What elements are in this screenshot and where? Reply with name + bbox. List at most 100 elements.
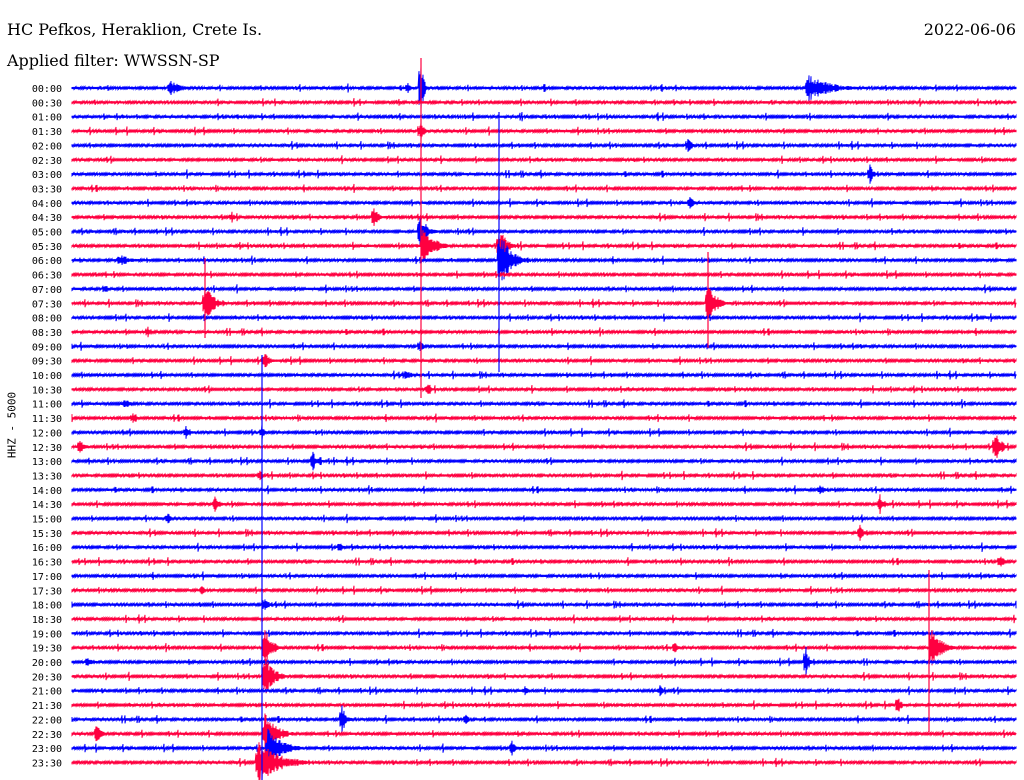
seismic-trace: [71, 398, 1017, 409]
seismic-trace: [71, 312, 1017, 323]
seismic-trace: [71, 698, 1017, 712]
seismic-trace: [71, 599, 1017, 610]
row-time-label: 00:00: [32, 84, 62, 95]
row-time-label: 19:00: [32, 629, 62, 640]
seismic-trace: [71, 218, 1017, 245]
seismic-trace: [71, 646, 1017, 678]
row-time-label: 02:00: [32, 141, 62, 152]
seismic-trace: [71, 628, 1017, 639]
row-time-label: 19:30: [32, 644, 62, 655]
row-time-label: 14:30: [32, 500, 62, 511]
row-time-label: 08:30: [32, 328, 62, 339]
seismic-trace: [71, 524, 1017, 541]
row-time-label: 10:00: [32, 371, 62, 382]
seismic-trace: [71, 326, 1017, 338]
seismic-trace: [71, 435, 1017, 458]
seismic-trace: [71, 742, 1017, 780]
row-time-label: 00:30: [32, 98, 62, 109]
row-time-label: 10:30: [32, 385, 62, 396]
station-title: HC Pefkos, Heraklion, Crete Is.: [7, 20, 263, 39]
seismic-trace: [71, 485, 1017, 495]
row-time-label: 16:00: [32, 543, 62, 554]
date-label: 2022-06-06: [923, 20, 1016, 39]
row-time-label: 15:00: [32, 515, 62, 526]
seismic-trace: [71, 240, 1017, 281]
row-time-label: 11:00: [32, 400, 62, 411]
seismic-trace: [71, 230, 1017, 262]
seismic-trace: [71, 197, 1017, 209]
row-time-label: 08:00: [32, 314, 62, 325]
row-time-label: 16:30: [32, 558, 62, 569]
row-time-label: 12:30: [32, 443, 62, 454]
seismic-trace: [71, 341, 1017, 352]
row-time-label: 09:00: [32, 342, 62, 353]
seismic-trace: [71, 629, 1017, 666]
seismic-trace: [71, 685, 1017, 697]
seismic-trace: [71, 494, 1017, 515]
seismic-trace: [71, 470, 1017, 481]
seismic-trace: [71, 424, 1017, 440]
row-time-label: 12:00: [32, 428, 62, 439]
row-time-label: 06:30: [32, 271, 62, 282]
row-time-label: 23:30: [32, 758, 62, 769]
row-time-label: 17:30: [32, 586, 62, 597]
seismic-trace: [71, 413, 1017, 423]
seismic-trace: [71, 659, 1017, 694]
row-time-label: 05:30: [32, 242, 62, 253]
row-time-label: 22:00: [32, 715, 62, 726]
seismic-trace: [71, 451, 1017, 471]
seismic-trace: [71, 138, 1017, 152]
seismic-trace: [71, 614, 1017, 624]
row-time-label: 01:00: [32, 113, 62, 124]
row-time-label: 04:00: [32, 199, 62, 210]
seismic-trace: [71, 705, 1017, 734]
row-time-label: 22:30: [32, 730, 62, 741]
seismic-trace: [71, 556, 1017, 567]
seismic-trace: [71, 208, 1017, 226]
seismic-trace: [71, 585, 1017, 595]
seismic-trace: [71, 287, 1017, 319]
seismic-trace: [71, 284, 1017, 294]
row-time-label: 07:30: [32, 299, 62, 310]
row-time-label: 20:00: [32, 658, 62, 669]
row-time-label: 11:30: [32, 414, 62, 425]
seismic-trace: [71, 112, 1017, 122]
row-time-label: 21:30: [32, 701, 62, 712]
row-time-label: 06:00: [32, 256, 62, 267]
row-time-label: 13:30: [32, 471, 62, 482]
seismic-trace: [71, 713, 1017, 755]
row-time-label: 15:30: [32, 529, 62, 540]
row-time-label: 17:00: [32, 572, 62, 583]
seismic-trace: [71, 66, 1017, 110]
row-time-label: 14:00: [32, 486, 62, 497]
row-time-label: 07:00: [32, 285, 62, 296]
seismic-trace: [71, 728, 1017, 768]
row-time-label: 20:30: [32, 672, 62, 683]
seismic-trace: [71, 269, 1017, 280]
row-time-label: 09:30: [32, 357, 62, 368]
filter-label: Applied filter: WWSSN-SP: [7, 51, 220, 70]
seismic-trace: [71, 571, 1017, 581]
row-time-label: 21:00: [32, 687, 62, 698]
seismic-trace: [71, 542, 1017, 552]
row-time-label: 04:30: [32, 213, 62, 224]
row-time-label: 02:30: [32, 156, 62, 167]
seismic-trace: [71, 98, 1017, 107]
row-time-label: 13:00: [32, 457, 62, 468]
row-time-label: 03:00: [32, 170, 62, 181]
row-time-label: 18:00: [32, 601, 62, 612]
seismic-trace: [71, 122, 1017, 140]
seismic-trace: [71, 155, 1017, 165]
seismic-trace: [71, 164, 1017, 184]
seismic-trace: [71, 370, 1017, 380]
row-time-label: 05:00: [32, 228, 62, 239]
row-time-label: 18:30: [32, 615, 62, 626]
seismic-trace: [71, 354, 1017, 368]
seismic-trace: [71, 183, 1017, 193]
row-time-label: 23:00: [32, 744, 62, 755]
seismic-trace: [71, 513, 1017, 524]
seismic-trace: [71, 384, 1017, 394]
row-time-label: 01:30: [32, 127, 62, 138]
row-time-label: 03:30: [32, 184, 62, 195]
